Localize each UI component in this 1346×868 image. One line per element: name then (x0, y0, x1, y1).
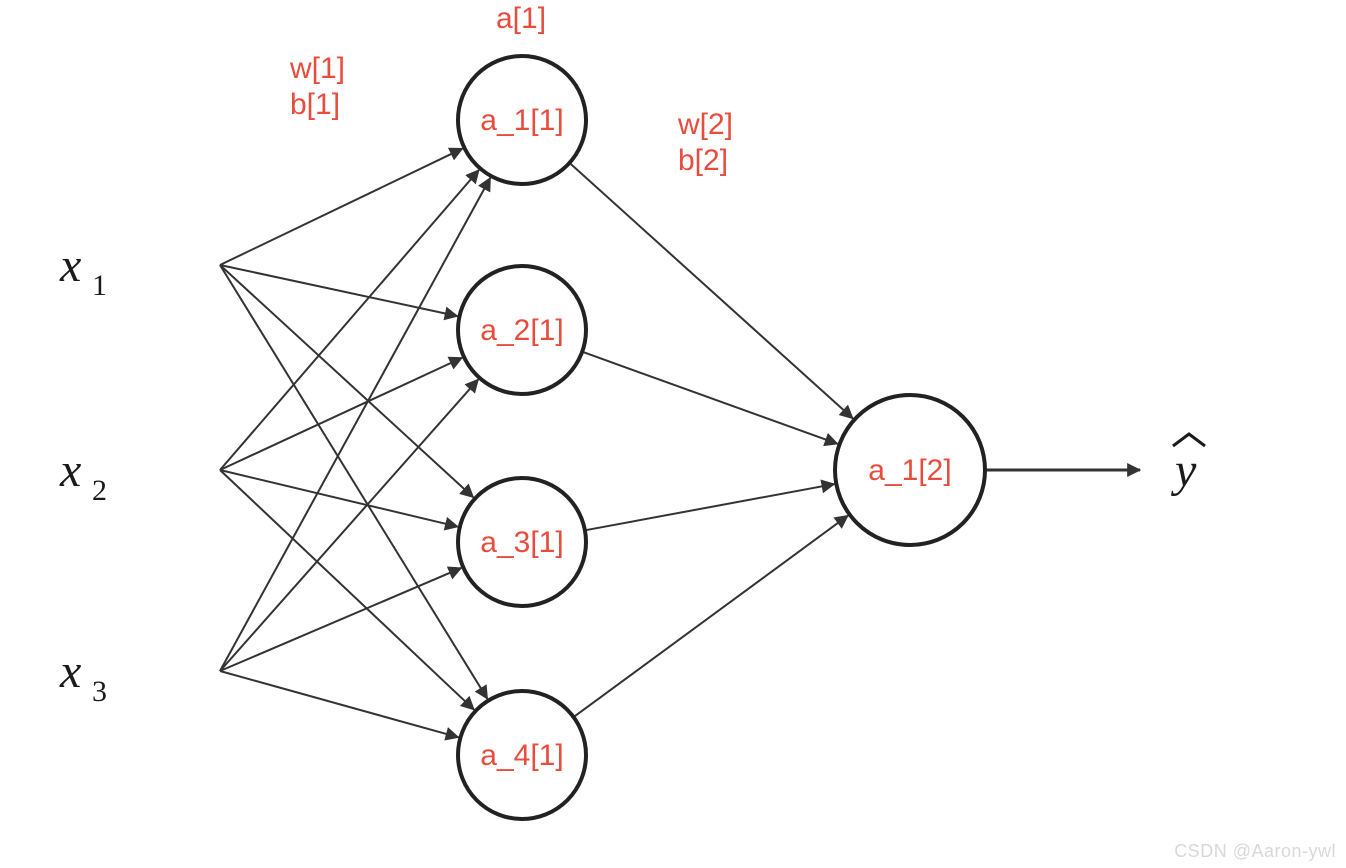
edge (220, 265, 457, 316)
edge (570, 163, 853, 419)
edge (220, 170, 479, 470)
output-label: y (1170, 434, 1205, 497)
hidden-node-label: a_4[1] (480, 739, 563, 772)
hidden-node-label: a_3[1] (480, 526, 563, 559)
edge (220, 470, 474, 710)
edge (220, 149, 463, 265)
edge (220, 671, 458, 737)
layer1-weight-label: b[1] (290, 88, 340, 121)
neural-network-diagram: a_1[1]a_2[1]a_3[1]a_4[1]a_1[2]x1x2x3yw[1… (0, 0, 1346, 868)
watermark: CSDN @Aaron-ywl (1174, 841, 1336, 862)
edge (220, 265, 473, 497)
edge (220, 470, 458, 527)
svg-text:y: y (1170, 444, 1197, 497)
svg-text:x: x (59, 239, 81, 292)
hidden-node-label: a_1[1] (480, 104, 563, 137)
layer2-weight-label: b[2] (678, 144, 728, 177)
hidden-node-label: a_2[1] (480, 314, 563, 347)
svg-text:1: 1 (92, 269, 107, 302)
input-label: x2 (59, 444, 107, 507)
edge (574, 516, 848, 718)
svg-text:x: x (59, 444, 81, 497)
edge (220, 379, 478, 671)
layer2-weight-label: w[2] (677, 108, 733, 141)
edge (585, 484, 834, 530)
output-node-label: a_1[2] (868, 454, 951, 487)
svg-text:x: x (59, 645, 81, 698)
edge (220, 265, 487, 699)
svg-text:3: 3 (92, 675, 107, 708)
input-label: x1 (59, 239, 107, 302)
input-label: x3 (59, 645, 107, 708)
edge (582, 352, 837, 444)
layer1-title: a[1] (496, 2, 546, 35)
layer1-weight-label: w[1] (289, 52, 345, 85)
svg-text:2: 2 (92, 474, 107, 507)
